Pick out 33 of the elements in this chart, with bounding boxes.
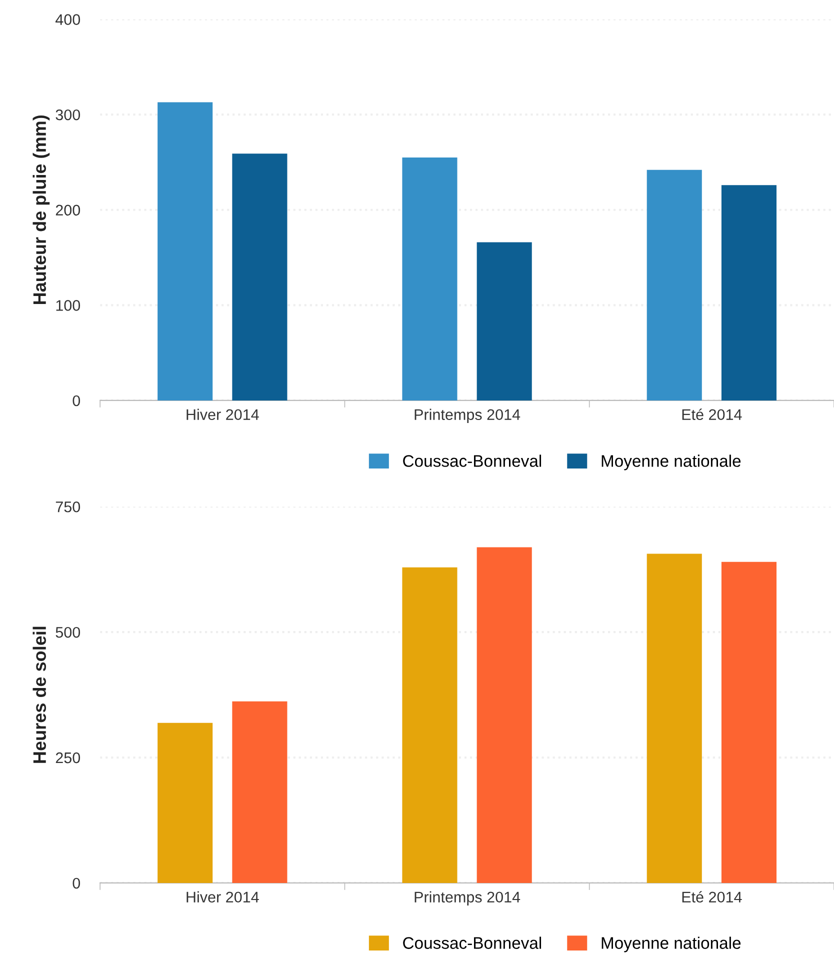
y-tick-label: 200 <box>56 204 80 216</box>
legend-label: Moyenne nationale <box>602 454 741 470</box>
bar <box>646 554 702 883</box>
y-axis-title: Heures de soleil <box>32 626 46 763</box>
legend-label: Moyenne nationale <box>602 936 741 952</box>
bar <box>232 154 288 400</box>
y-tick-label: 0 <box>72 878 80 889</box>
x-tick-label: Eté 2014 <box>682 891 742 903</box>
bar <box>402 157 458 400</box>
bar <box>721 562 777 883</box>
x-tick-label: Hiver 2014 <box>186 891 259 903</box>
bar <box>646 170 702 400</box>
y-tick-label: 300 <box>56 109 80 120</box>
y-tick-label: 250 <box>56 752 80 764</box>
y-tick-label: 750 <box>56 501 80 512</box>
y-tick-label: 0 <box>72 395 80 406</box>
x-tick-label: Eté 2014 <box>682 408 742 420</box>
y-tick-label: 400 <box>56 14 80 25</box>
bar <box>232 701 288 883</box>
legend-label: Coussac-Bonneval <box>403 936 542 949</box>
y-axis-title: Hauteur de pluie (mm) <box>32 115 50 304</box>
bar <box>158 722 213 883</box>
x-tick-label: Printemps 2014 <box>414 408 520 424</box>
legend-label: Coussac-Bonneval <box>403 454 542 467</box>
bar <box>721 185 777 400</box>
bar <box>402 567 458 883</box>
bar <box>476 547 532 883</box>
bar <box>158 102 213 400</box>
x-tick-label: Hiver 2014 <box>186 408 259 420</box>
y-tick-label: 500 <box>56 626 80 638</box>
bar <box>476 242 532 400</box>
x-tick-label: Printemps 2014 <box>414 891 520 906</box>
y-tick-label: 100 <box>56 300 80 311</box>
